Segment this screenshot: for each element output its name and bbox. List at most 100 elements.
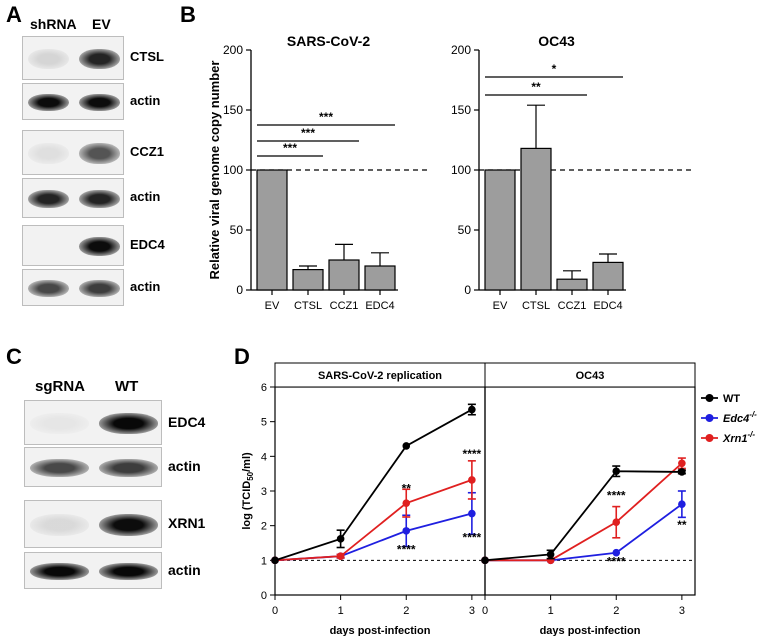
- blot-a-label-actin: actin: [130, 92, 161, 108]
- line-chart-2-x-label: days post-infection: [330, 625, 431, 636]
- bar-chart-1-category-label: EV: [493, 300, 508, 312]
- line-chart-2-y-tick-label: 0: [261, 590, 267, 602]
- line-chart-2-point: [271, 556, 279, 565]
- bar-chart-0-category-label: CTSL: [294, 300, 322, 312]
- bar-chart-0-y-label: Relative viral genome copy number: [207, 61, 222, 280]
- blot-a-band: [28, 94, 69, 111]
- blot-a-label-ctsl: CTSL: [130, 49, 164, 64]
- line-chart-y-label: log (TCID50/ml): [241, 452, 255, 530]
- bar-chart-0-y-tick-label: 50: [230, 223, 244, 237]
- line-chart-2-annotation: ****: [463, 447, 482, 461]
- bar-chart-1-category-label: CCZ1: [558, 300, 587, 312]
- blot-a-band: [79, 143, 120, 164]
- blot-c-lane-wt: WT: [115, 378, 139, 395]
- blot-c-label-xrn1: XRN1: [168, 515, 206, 531]
- bar-chart-0-bar: [256, 169, 288, 291]
- bar-chart-0-category-label: CCZ1: [330, 300, 359, 312]
- line-chart-3-x-tick-label: 0: [482, 605, 488, 617]
- line-chart-2-series-line: [274, 512, 473, 562]
- blot-a-label-actin: actin: [130, 189, 161, 204]
- line-chart-3-x-label: days post-infection: [540, 625, 641, 636]
- bar-chart-1-significance-label: *: [552, 62, 557, 76]
- line-chart-2-frame: [274, 386, 486, 596]
- line-chart-2-annotation: ****: [397, 542, 416, 556]
- bar-chart-0-significance-label: ***: [319, 110, 333, 124]
- line-chart-2-y-tick-label: 3: [261, 486, 267, 498]
- bar-chart-0-bar: [328, 259, 360, 291]
- line-chart-3-x-tick-label: 2: [613, 605, 619, 617]
- blot-a-row-ccz1-2: [22, 130, 124, 175]
- line-chart-3-title: OC43: [576, 370, 605, 382]
- y-label-part: log (TCID: [241, 481, 253, 530]
- line-chart-3-title-strip: [484, 362, 696, 388]
- bar-chart-1-category-label: CTSL: [522, 300, 550, 312]
- bar-chart-0-bar: [364, 265, 396, 291]
- bar-chart-1-y-tick-label: 200: [451, 43, 471, 57]
- blot-c-lane-sgrna: sgRNA: [35, 378, 86, 395]
- panel-letter-c: C: [6, 344, 22, 369]
- line-chart-3-series-line: [485, 462, 683, 562]
- blot-a-row-actin-3: [22, 178, 124, 218]
- bar-chart-1-y-tick-label: 150: [451, 103, 471, 117]
- y-label-subscript: 50: [246, 471, 255, 480]
- line-chart-3-point: [612, 548, 621, 557]
- blot-a-band: [28, 49, 69, 69]
- line-chart-2-title: SARS-CoV-2 replication: [318, 370, 442, 382]
- line-chart-2-point: [402, 442, 411, 450]
- legend-label-0: WT: [723, 393, 740, 405]
- legend-marker: [705, 434, 714, 442]
- blot-a-band: [28, 143, 69, 164]
- line-chart-3-x-tick-label: 3: [679, 605, 685, 617]
- bar-chart-0-y-tick-label: 200: [223, 43, 243, 57]
- bar-chart-1-bar: [592, 261, 624, 291]
- legend-superscript: -/-: [747, 430, 755, 439]
- line-chart-3-frame: [484, 386, 696, 596]
- line-chart-3-series-line: [484, 470, 682, 562]
- line-chart-3-x-tick-label: 1: [548, 605, 554, 617]
- blot-a-lane-shrna: shRNA: [30, 16, 77, 32]
- blot-c-label-actin: actin: [168, 458, 201, 474]
- line-chart-2-series-line: [274, 479, 473, 562]
- line-chart-3-point: [678, 459, 686, 468]
- bar-chart-1-y-tick-label: 0: [464, 283, 471, 297]
- blot-a-band: [79, 190, 120, 208]
- line-chart-2-point: [402, 527, 411, 535]
- blot-a-label-edc4: EDC4: [130, 236, 165, 252]
- line-chart-2-x-tick-label: 1: [338, 605, 344, 617]
- line-chart-2-point: [402, 499, 411, 507]
- line-chart-3-annotation: ****: [607, 489, 626, 503]
- blot-a-label-actin: actin: [130, 278, 161, 294]
- bar-chart-0-y-tick-label: 100: [223, 163, 243, 177]
- line-chart-2-point: [468, 476, 476, 484]
- line-chart-2-point: [468, 509, 476, 518]
- blot-c-band: [30, 459, 89, 477]
- bar-chart-0-bar: [292, 269, 324, 291]
- bar-chart-0-significance-label: ***: [283, 141, 297, 155]
- line-chart-2-point: [336, 552, 345, 560]
- line-chart-2-point: [468, 405, 476, 414]
- line-chart-2-y-tick-label: 1: [261, 555, 267, 567]
- bar-chart-0-category-label: EDC4: [365, 300, 394, 312]
- blot-c-row-edc4-0: [24, 400, 162, 445]
- bar-chart-1-bar: [484, 169, 516, 291]
- blot-c-band: [30, 563, 89, 580]
- blot-a-row-edc4-4: [22, 225, 124, 266]
- line-chart-3-point: [481, 556, 489, 565]
- bar-chart-1-title: OC43: [538, 33, 575, 49]
- blot-c-row-xrn1-2: [24, 500, 162, 548]
- line-chart-2-point: [336, 535, 345, 543]
- line-chart-2-annotation: **: [402, 482, 412, 496]
- blot-c-band: [99, 413, 158, 434]
- legend-marker: [705, 394, 714, 402]
- panel-letter-b: B: [180, 2, 196, 27]
- line-chart-2-y-tick-label: 4: [261, 451, 267, 463]
- blot-a-lane-ev: EV: [92, 16, 111, 32]
- blot-a-band: [79, 49, 120, 69]
- line-chart-3-annotation: **: [677, 518, 687, 532]
- legend-label-1: Edc4-/-: [723, 410, 757, 425]
- blot-c-label-actin: actin: [168, 561, 201, 578]
- blot-a-row-actin-1: [22, 83, 124, 120]
- line-chart-3-annotation: ****: [607, 555, 626, 569]
- blot-c-label-edc4: EDC4: [168, 413, 206, 430]
